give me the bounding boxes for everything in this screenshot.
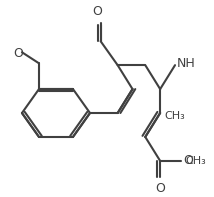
Text: CH₃: CH₃ — [164, 111, 185, 121]
Text: O: O — [155, 182, 165, 195]
Text: CH₃: CH₃ — [186, 156, 207, 166]
Text: O: O — [92, 5, 102, 18]
Text: O: O — [184, 154, 193, 167]
Text: NH: NH — [177, 57, 196, 70]
Text: O: O — [13, 47, 23, 60]
